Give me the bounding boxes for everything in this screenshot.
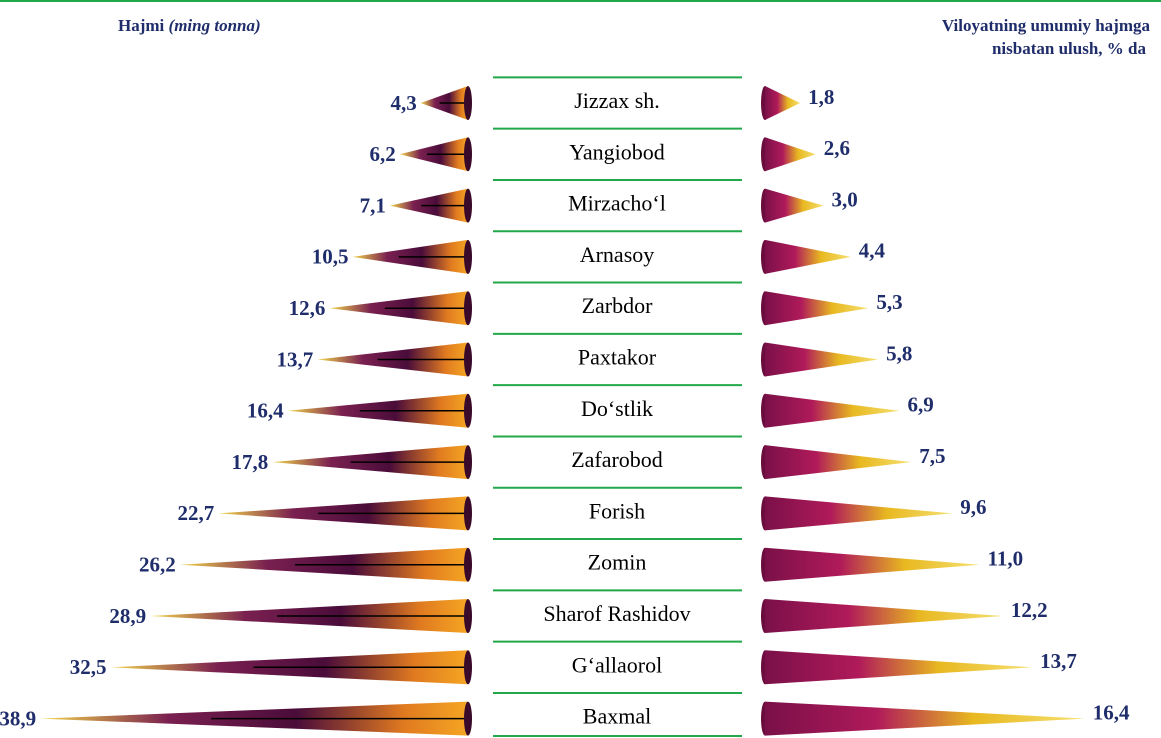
cone: [765, 496, 953, 531]
cone: [765, 701, 1085, 736]
value-label: 22,7: [178, 501, 215, 525]
cone: [765, 342, 879, 377]
value-label: 26,2: [139, 553, 176, 577]
value-label: 5,8: [886, 341, 912, 365]
category-label: Paxtakor: [578, 345, 657, 370]
cone: [765, 188, 824, 223]
value-label: 6,9: [908, 393, 934, 417]
cone: [765, 291, 869, 326]
value-label: 28,9: [109, 604, 146, 628]
category-label: Jizzax sh.: [574, 88, 660, 113]
cone-base: [464, 701, 472, 736]
value-label: 12,6: [289, 296, 326, 320]
cone: [765, 599, 1003, 633]
left-header: Hajmi (ming tonna): [118, 16, 261, 35]
category-label: Zafarobod: [571, 447, 663, 472]
right-header: nisbatan ulush, % da: [992, 39, 1147, 58]
value-label: 1,8: [808, 85, 834, 109]
cone: [765, 86, 801, 120]
cone: [765, 650, 1033, 685]
value-label: 4,4: [859, 239, 886, 263]
category-label: G‘allaorol: [572, 652, 662, 677]
cone: [765, 137, 816, 172]
category-label: Zomin: [588, 550, 647, 575]
cone: [765, 445, 912, 480]
value-label: 5,3: [876, 290, 902, 314]
category-label: Mirzacho‘l: [568, 191, 666, 216]
value-label: 32,5: [70, 655, 107, 679]
category-label: Sharof Rashidov: [543, 601, 690, 626]
cone-base: [464, 291, 472, 326]
cone-base: [464, 496, 472, 531]
category-label: Baxmal: [583, 704, 651, 729]
category-label: Arnasoy: [580, 242, 655, 267]
cone-base: [464, 86, 472, 120]
cone-base: [464, 445, 472, 480]
value-label: 3,0: [832, 187, 858, 211]
value-label: 7,1: [360, 193, 386, 217]
cone-base: [464, 547, 472, 582]
value-label: 11,0: [988, 547, 1024, 571]
category-label: Forish: [589, 498, 645, 523]
cone-base: [464, 393, 472, 428]
value-label: 4,3: [390, 91, 416, 115]
value-label: 12,2: [1011, 598, 1048, 622]
value-label: 2,6: [824, 136, 850, 160]
cone: [765, 547, 980, 582]
value-label: 13,7: [1040, 649, 1077, 673]
cone: [765, 393, 900, 428]
value-label: 7,5: [919, 444, 945, 468]
value-label: 13,7: [277, 347, 314, 371]
category-label: Yangiobod: [569, 139, 665, 164]
category-label: Zarbdor: [582, 293, 654, 318]
value-label: 38,9: [0, 706, 36, 730]
value-label: 16,4: [1093, 700, 1130, 724]
cone-base: [464, 239, 472, 274]
value-label: 6,2: [370, 142, 396, 166]
cone-base: [464, 650, 472, 685]
value-label: 9,6: [960, 495, 986, 519]
value-label: 16,4: [247, 399, 284, 423]
cone-base: [464, 137, 472, 172]
right-header: Viloyatning umumiy hajmga: [942, 16, 1151, 35]
category-label: Do‘stlik: [581, 396, 653, 421]
cone-base: [464, 599, 472, 633]
cone-base: [464, 342, 472, 377]
cone: [765, 239, 851, 274]
value-label: 17,8: [231, 450, 268, 474]
value-label: 10,5: [312, 245, 349, 269]
cone-base: [464, 188, 472, 223]
